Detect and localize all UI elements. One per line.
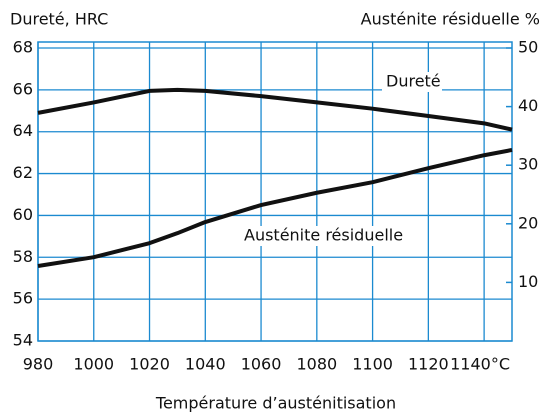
y-tick-label: 56 xyxy=(13,289,33,308)
x-tick-label: 1060 xyxy=(241,355,282,374)
y-tick-label: 54 xyxy=(13,331,33,350)
y-tick-label: 68 xyxy=(13,38,33,57)
plot-frame xyxy=(37,41,513,342)
label-bg xyxy=(240,226,406,246)
data-line xyxy=(37,87,513,132)
x-tick-label: 980 xyxy=(23,355,54,374)
x-tick-label: 1040 xyxy=(185,355,226,374)
x-tick-label: 1120 xyxy=(408,355,449,374)
y-tick-label: 62 xyxy=(13,163,33,182)
y2-axis-title: Austénite résiduelle % xyxy=(361,10,540,29)
y-tick-label: 58 xyxy=(13,247,33,266)
x-tick-label: 1140°C xyxy=(450,355,510,374)
y2-tick-label: 40 xyxy=(518,96,538,115)
y-axis-title: Dureté, HRC xyxy=(10,10,108,29)
x-tick-label: 1100 xyxy=(352,355,393,374)
x-tick-label: 1000 xyxy=(73,355,114,374)
y2-tick-label: 10 xyxy=(518,272,538,291)
y2-tick-label: 20 xyxy=(518,213,538,232)
series-label: Austénite résiduelle xyxy=(244,226,403,245)
y2-tick-label: 50 xyxy=(518,38,538,57)
x-tick-label: 1020 xyxy=(129,355,170,374)
y-tick-label: 60 xyxy=(13,205,33,224)
x-axis-title: Température d’austénitisation xyxy=(155,394,396,413)
label-bg xyxy=(382,72,442,92)
y-tick-label: 64 xyxy=(13,121,33,140)
y-tick-label: 66 xyxy=(13,79,33,98)
data-line xyxy=(37,147,513,268)
series-label: Dureté xyxy=(386,72,441,91)
y2-tick-label: 30 xyxy=(518,155,538,174)
x-tick-label: 1080 xyxy=(296,355,337,374)
